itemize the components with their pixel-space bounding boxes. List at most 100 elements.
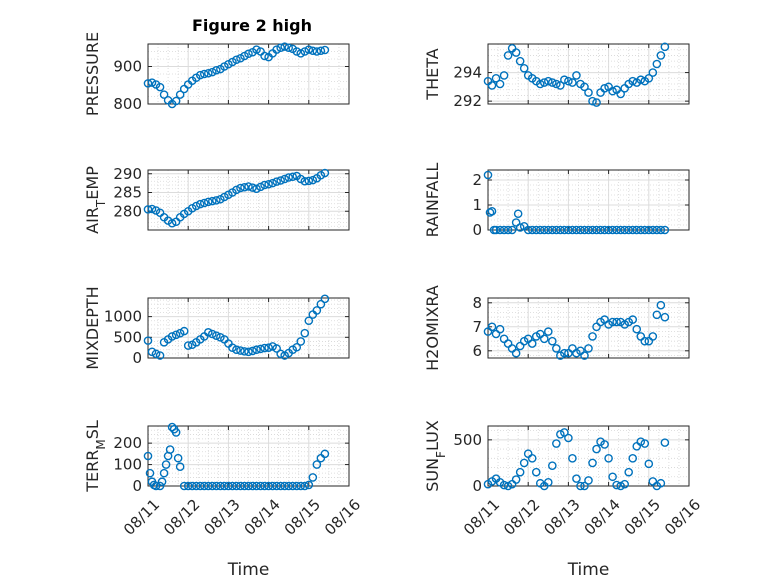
data-point (580, 82, 589, 92)
data-point (157, 477, 167, 487)
x-tick-label: 08/14 (581, 496, 624, 539)
data-point (548, 225, 557, 235)
data-point (600, 440, 609, 449)
y-tick-label: 0 (472, 221, 482, 239)
data-point (499, 225, 509, 235)
data-point (175, 328, 185, 338)
data-point (151, 481, 161, 491)
data-point (256, 481, 265, 491)
data-point (308, 46, 318, 56)
data-point (564, 225, 573, 235)
data-point (556, 430, 565, 439)
data-point (592, 225, 601, 235)
data-point (236, 481, 245, 491)
data-point (300, 328, 310, 338)
data-point (588, 458, 597, 468)
data-point (268, 481, 277, 491)
data-point (660, 312, 670, 322)
y-tick-label: 900 (113, 58, 142, 76)
data-point (260, 180, 269, 190)
y-axis-label-subscript: F (434, 451, 448, 458)
data-point (280, 42, 289, 51)
data-point (232, 185, 241, 195)
data-point (487, 81, 497, 90)
series-points (143, 42, 330, 109)
data-point (644, 459, 654, 469)
data-point (616, 89, 625, 99)
series-points (143, 422, 330, 491)
series-points (483, 428, 670, 491)
data-point (143, 451, 153, 461)
data-point (495, 79, 505, 89)
data-point (580, 481, 589, 491)
data-point (612, 480, 621, 490)
data-point (147, 347, 157, 357)
data-point (596, 225, 605, 235)
data-point (159, 90, 169, 99)
data-point (600, 83, 609, 93)
data-point (556, 81, 565, 90)
data-point (515, 467, 525, 477)
data-point (171, 330, 181, 340)
data-point (519, 63, 529, 73)
data-point (276, 43, 285, 53)
data-point (232, 55, 241, 65)
data-point (316, 299, 326, 309)
data-point (608, 86, 617, 96)
y-axis-label: H2OMIXRA (423, 285, 442, 371)
data-point (572, 225, 581, 235)
data-point (539, 78, 549, 87)
y-axis-label: PRESSURE (83, 32, 102, 116)
data-point (276, 481, 285, 491)
data-point (272, 344, 281, 353)
data-point (240, 347, 249, 356)
data-point (296, 49, 306, 58)
data-point (252, 481, 261, 491)
data-point (539, 334, 549, 344)
data-point (616, 225, 625, 235)
axes-rainfall: 0 1 2 RAINFALL (423, 163, 690, 239)
data-point (592, 98, 601, 107)
data-point (173, 453, 183, 463)
data-point (199, 69, 209, 79)
x-tick-label: 08/12 (160, 496, 203, 539)
data-point (628, 76, 638, 86)
y-tick-label: 0 (132, 477, 142, 495)
data-point (507, 225, 517, 235)
data-point (212, 196, 221, 205)
data-point (155, 82, 165, 92)
data-point (212, 331, 221, 340)
data-point (600, 225, 609, 235)
data-point (203, 197, 213, 207)
y-axis-label: THETA (423, 48, 442, 100)
data-point (320, 45, 330, 55)
data-point (304, 176, 314, 186)
data-point (499, 480, 509, 490)
axes-frame (147, 43, 350, 105)
data-point (640, 336, 650, 346)
y-axis-label: MIXDEPTH (83, 286, 102, 369)
data-point (656, 225, 666, 235)
data-point (165, 445, 175, 454)
data-point (216, 333, 225, 342)
data-point (644, 225, 654, 235)
data-point (208, 196, 217, 206)
y-axis-label: TERRMSL (83, 420, 108, 493)
axes-frame (147, 169, 350, 231)
data-point (495, 324, 505, 334)
data-point (535, 225, 545, 235)
data-point (276, 176, 285, 185)
data-point (527, 339, 537, 348)
x-tick-label: 08/13 (200, 496, 243, 539)
data-point (584, 476, 593, 485)
series-points (483, 170, 670, 235)
data-point (588, 332, 597, 341)
data-point (320, 168, 330, 178)
data-point (495, 225, 505, 235)
data-point (604, 225, 613, 235)
data-point (143, 205, 153, 214)
data-point (640, 225, 650, 235)
data-point (487, 206, 497, 216)
axes-frame (147, 297, 350, 359)
